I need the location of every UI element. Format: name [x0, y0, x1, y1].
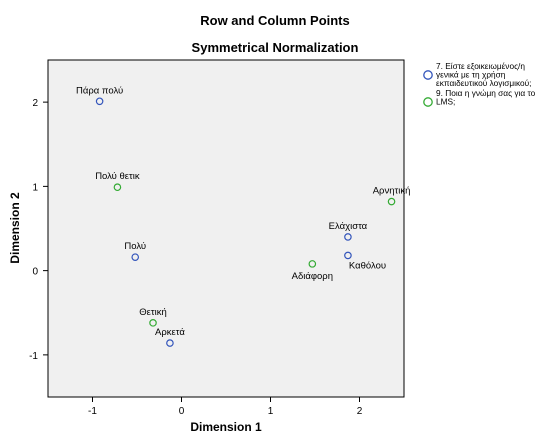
y-axis-label: Dimension 2 — [8, 192, 22, 264]
chart-subtitle: Symmetrical Normalization — [192, 40, 359, 55]
legend-marker — [423, 97, 433, 107]
chart-title: Row and Column Points — [200, 13, 350, 28]
legend-entry-line: 7. Είστε εξοικειωμένος/η — [436, 61, 525, 71]
data-point-series-1 — [95, 97, 104, 106]
point-label: Αρκετά — [155, 327, 185, 338]
legend-entry-line: γενικά με τη χρήση — [436, 69, 506, 79]
x-axis-label: Dimension 1 — [190, 420, 262, 434]
data-point-series-2 — [149, 319, 157, 327]
point-label: Καθόλου — [349, 260, 386, 271]
data-point-series-1 — [131, 253, 140, 261]
data-point-series-2 — [308, 260, 317, 268]
point-label: Πολύ θετικ — [95, 171, 140, 182]
y-tick-label: 0 — [32, 267, 38, 278]
data-point-series-1 — [166, 339, 174, 347]
legend-entry-line: 9. Ποια η γνώμη σας για το — [436, 88, 536, 98]
y-tick-label: 2 — [32, 98, 38, 109]
x-tick-label: 0 — [179, 406, 185, 417]
legend-entry-line: LMS; — [436, 96, 455, 106]
plot-area — [47, 59, 405, 398]
x-axis: -1 0 1 2 — [88, 397, 363, 417]
data-point-series-2 — [113, 183, 122, 192]
x-tick-label: 2 — [357, 406, 363, 417]
point-label: Αδιάφορη — [292, 271, 333, 282]
y-tick-label: -1 — [29, 351, 38, 362]
legend-marker — [423, 70, 433, 80]
point-label: Αρνητική — [373, 186, 411, 197]
legend-entry-line: εκπαιδευτικού λογισμικού; — [436, 78, 531, 88]
point-label: Πάρα πολύ — [76, 85, 123, 96]
data-point-series-2 — [387, 197, 396, 206]
data-point-series-1 — [344, 251, 352, 260]
point-label: Θετική — [139, 307, 167, 318]
data-point-series-1 — [344, 233, 352, 241]
points-layer: Πάρα πολύ Πολύ Αρκετά Ελάχιστα Καθόλου Πολύ θ… — [76, 85, 411, 347]
point-label: Ελάχιστα — [329, 221, 368, 232]
legend: 7. Είστε εξοικειωμένος/η γενικά με τη χρή… — [423, 61, 536, 107]
y-axis: -1 0 1 2 — [29, 98, 48, 362]
y-tick-label: 1 — [32, 182, 38, 193]
legend-entry: 9. Ποια η γνώμη σας για το LMS; — [436, 88, 536, 106]
x-tick-label: 1 — [268, 406, 274, 417]
point-label: Πολύ — [124, 241, 146, 252]
legend-entry: 7. Είστε εξοικειωμένος/η γενικά με τη χρή… — [436, 61, 531, 88]
x-tick-label: -1 — [88, 406, 97, 417]
